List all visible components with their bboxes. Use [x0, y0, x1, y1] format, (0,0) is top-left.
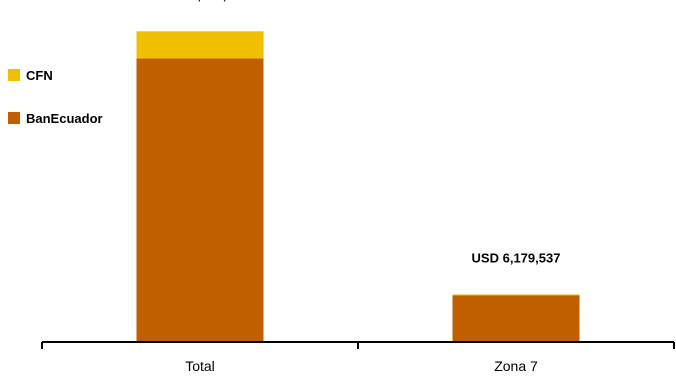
legend-label-cfn: CFN — [26, 68, 53, 83]
total-label-total: USD 40,423,982 — [152, 0, 248, 2]
legend-swatch-banecuador — [8, 112, 20, 124]
x-tick-label-zona-7: Zona 7 — [494, 358, 538, 374]
total-label-zona-7: USD 6,179,537 — [472, 251, 561, 266]
bar-banecuador-total — [136, 58, 264, 343]
x-axis: Total Zona 7 — [41, 341, 675, 374]
legend: CFN BanEcuador — [8, 68, 103, 126]
bar-banecuador-zona-7 — [452, 295, 580, 342]
bar-cfn-zona-7 — [452, 294, 580, 296]
x-tick-label-total: Total — [185, 358, 215, 374]
legend-label-banecuador: BanEcuador — [26, 111, 103, 126]
bars: USD 40,423,982 USD 6,179,537 — [136, 0, 580, 343]
legend-swatch-cfn — [8, 69, 20, 81]
bar-cfn-total — [136, 31, 264, 59]
